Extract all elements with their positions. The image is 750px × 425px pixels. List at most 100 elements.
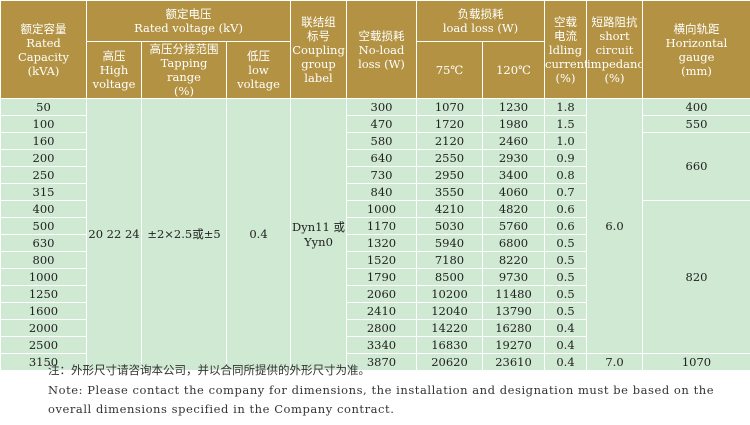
cell-load-loss-120: 6800 (482, 234, 545, 252)
cell-no-load-loss: 2410 (346, 302, 417, 320)
header-load-loss: 负载损耗 load loss (W) (416, 0, 545, 42)
note-chinese: 注：外形尺寸请咨询本公司，并以合同所提供的外形尺寸为准。 (48, 363, 370, 377)
table-row: 315 840 3550 4060 0.7 (0, 183, 750, 201)
cell-no-load-loss: 730 (346, 166, 417, 184)
cell-load-loss-75: 1720 (416, 115, 483, 133)
cell-load-loss-75: 7180 (416, 251, 483, 269)
cell-current: 1.5 (544, 115, 587, 133)
header-load-loss-75: 75℃ (416, 41, 483, 99)
cell-load-loss-75: 2950 (416, 166, 483, 184)
cell-capacity: 630 (0, 234, 87, 252)
transformer-spec-table: 额定容量 Rated Capacity (kVA) 额定电压 Rated vol… (0, 0, 750, 371)
cell-load-loss-75: 14220 (416, 319, 483, 337)
cell-no-load-loss: 2060 (346, 285, 417, 303)
cell-capacity: 50 (0, 98, 87, 116)
table-row: 100 470 1720 1980 1.5 550 (0, 115, 750, 133)
cell-capacity: 200 (0, 149, 87, 167)
cell-current: 0.8 (544, 166, 587, 184)
cell-current: 1.8 (544, 98, 587, 116)
table-row: 3150 3870 20620 23610 0.4 7.0 1070 (0, 353, 750, 371)
header-coupling: 联结组 标号 Coupling group label (290, 0, 347, 99)
cell-current: 0.5 (544, 285, 587, 303)
cell-no-load-loss: 1520 (346, 251, 417, 269)
cell-no-load-loss: 470 (346, 115, 417, 133)
cell-current: 0.4 (544, 336, 587, 354)
cell-no-load-loss: 3870 (346, 353, 417, 371)
cell-no-load-loss: 1170 (346, 217, 417, 235)
cell-current: 0.6 (544, 217, 587, 235)
cell-load-loss-75: 1070 (416, 98, 483, 116)
cell-no-load-loss: 1320 (346, 234, 417, 252)
cell-load-loss-120: 1980 (482, 115, 545, 133)
cell-load-loss-120: 11480 (482, 285, 545, 303)
cell-no-load-loss: 580 (346, 132, 417, 150)
cell-load-loss-120: 4060 (482, 183, 545, 201)
table-row: 50 20 22 24 ±2×2.5或±5 0.4 Dyn11 或 Yyn0 3… (0, 98, 750, 371)
cell-gauge: 660 (642, 132, 750, 201)
header-rated-voltage: 额定电压 Rated voltage (kV) (86, 0, 291, 42)
cell-load-loss-75: 2550 (416, 149, 483, 167)
cell-load-loss-75: 4210 (416, 200, 483, 218)
cell-tapping-range: ±2×2.5或±5 (141, 98, 227, 371)
header-short-circuit: 短路阻抗 short circuit impedance (%) (586, 0, 643, 99)
header-capacity: 额定容量 Rated Capacity (kVA) (0, 0, 87, 99)
cell-current: 0.5 (544, 234, 587, 252)
cell-load-loss-120: 9730 (482, 268, 545, 286)
cell-capacity: 400 (0, 200, 87, 218)
cell-coupling: Dyn11 或 Yyn0 (290, 98, 347, 371)
cell-load-loss-120: 16280 (482, 319, 545, 337)
cell-load-loss-120: 4820 (482, 200, 545, 218)
cell-capacity: 100 (0, 115, 87, 133)
cell-load-loss-120: 2460 (482, 132, 545, 150)
table-row: 160 580 2120 2460 1.0 660 (0, 132, 750, 201)
cell-capacity: 800 (0, 251, 87, 269)
cell-load-loss-120: 1230 (482, 98, 545, 116)
cell-gauge: 1070 (642, 353, 750, 371)
cell-load-loss-75: 3550 (416, 183, 483, 201)
cell-low-voltage: 0.4 (226, 98, 291, 371)
cell-no-load-loss: 640 (346, 149, 417, 167)
cell-impedance: 6.0 (586, 98, 643, 354)
cell-capacity: 3150 (0, 353, 87, 371)
cell-capacity: 1000 (0, 268, 87, 286)
cell-load-loss-120: 2930 (482, 149, 545, 167)
cell-no-load-loss: 2800 (346, 319, 417, 337)
cell-load-loss-120: 19270 (482, 336, 545, 354)
table-row: 800 1520 7180 8220 0.5 (0, 251, 750, 269)
cell-capacity: 160 (0, 132, 87, 150)
cell-capacity: 1600 (0, 302, 87, 320)
header-tapping-range: 高压分接范围 Tapping range (%) (141, 41, 227, 99)
header-gauge: 横向轨距 Horizontal gauge (mm) (642, 0, 750, 99)
cell-current: 0.4 (544, 319, 587, 337)
cell-load-loss-75: 16830 (416, 336, 483, 354)
cell-load-loss-120: 3400 (482, 166, 545, 184)
cell-capacity: 500 (0, 217, 87, 235)
cell-high-voltage: 20 22 24 (86, 98, 142, 371)
cell-load-loss-75: 12040 (416, 302, 483, 320)
cell-load-loss-120: 13790 (482, 302, 545, 320)
cell-load-loss-120: 23610 (482, 353, 545, 371)
header-low-voltage: 低压 low voltage (226, 41, 291, 99)
header-no-load-loss: 空载损耗 No-load loss (W) (346, 0, 417, 99)
table-row: 1250 2060 10200 11480 0.5 (0, 285, 750, 303)
table-row: 1600 2410 12040 13790 0.5 (0, 302, 750, 320)
cell-no-load-loss: 1790 (346, 268, 417, 286)
note-english: Note: Please contact the company for dim… (48, 383, 715, 416)
cell-load-loss-75: 8500 (416, 268, 483, 286)
cell-no-load-loss: 840 (346, 183, 417, 201)
cell-impedance: 7.0 (586, 353, 643, 371)
cell-load-loss-120: 8220 (482, 251, 545, 269)
cell-current: 0.9 (544, 149, 587, 167)
cell-current: 1.0 (544, 132, 587, 150)
table-row: 400 1000 4210 4820 0.6 820 (0, 200, 750, 354)
cell-load-loss-75: 2120 (416, 132, 483, 150)
cell-no-load-loss: 3340 (346, 336, 417, 354)
header-load-loss-120: 120℃ (482, 41, 545, 99)
table-row: 630 1320 5940 6800 0.5 (0, 234, 750, 252)
cell-current: 0.5 (544, 302, 587, 320)
cell-load-loss-120: 5760 (482, 217, 545, 235)
cell-no-load-loss: 1000 (346, 200, 417, 218)
cell-capacity: 315 (0, 183, 87, 201)
cell-current: 0.7 (544, 183, 587, 201)
cell-gauge: 820 (642, 200, 750, 354)
